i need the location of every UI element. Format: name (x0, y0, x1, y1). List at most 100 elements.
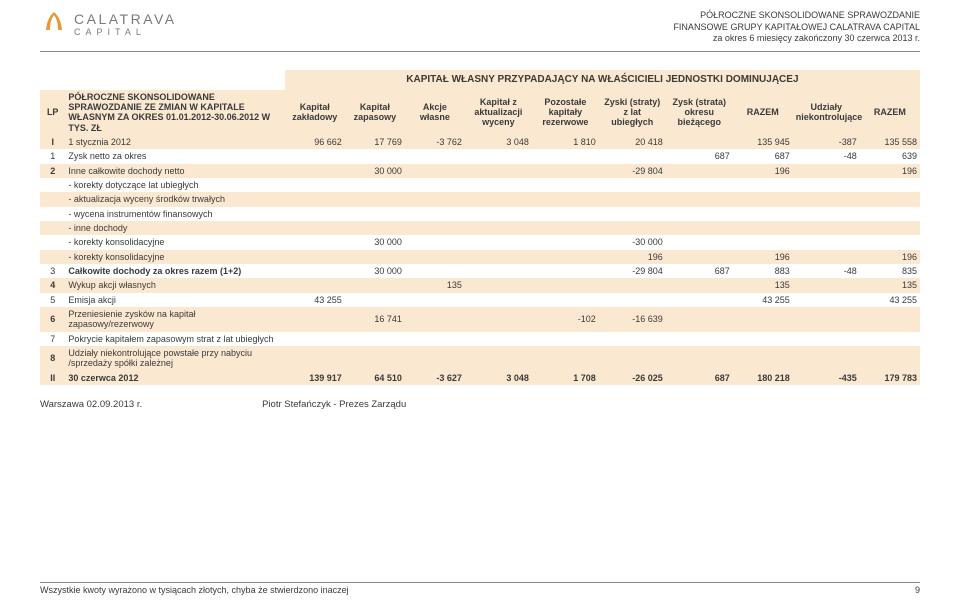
cell-c4 (465, 221, 532, 235)
cell-lp: 6 (40, 307, 65, 332)
cell-c8 (733, 178, 793, 192)
table-row: - aktualizacja wyceny środków trwałych (40, 192, 920, 206)
header-subtitle: PÓŁROCZNE SKONSOLIDOWANE SPRAWOZDANIE FI… (673, 10, 920, 45)
col-c9: Udziały niekontrolujące (793, 90, 860, 135)
table-row: - inne dochody (40, 221, 920, 235)
cell-c6: -26 025 (599, 371, 666, 385)
cell-c8 (733, 207, 793, 221)
cell-lp (40, 192, 65, 206)
cell-c4 (465, 178, 532, 192)
cell-c3 (405, 250, 465, 264)
cell-lp: I (40, 135, 65, 149)
logo-text-wrap: CALATRAVA CAPITAL (74, 11, 177, 37)
cell-c7 (666, 235, 733, 249)
cell-c10 (860, 346, 920, 371)
header-line-2: FINANSOWE GRUPY KAPITAŁOWEJ CALATRAVA CA… (673, 22, 920, 34)
cell-c4 (465, 293, 532, 307)
cell-c7: 687 (666, 371, 733, 385)
cell-c8: 135 945 (733, 135, 793, 149)
cell-c10 (860, 207, 920, 221)
cell-c1 (285, 307, 345, 332)
cell-c10 (860, 221, 920, 235)
col-c8: RAZEM (733, 90, 793, 135)
cell-c1 (285, 192, 345, 206)
cell-c4 (465, 250, 532, 264)
cell-c3 (405, 207, 465, 221)
cell-label: Wykup akcji własnych (65, 278, 284, 292)
page-number: 9 (915, 585, 920, 595)
cell-lp (40, 178, 65, 192)
cell-c2: 17 769 (345, 135, 405, 149)
cell-c6 (599, 178, 666, 192)
cell-c9 (793, 250, 860, 264)
cell-c10 (860, 307, 920, 332)
cell-lp: 8 (40, 346, 65, 371)
cell-label: Pokrycie kapitałem zapasowym strat z lat… (65, 332, 284, 346)
cell-c8 (733, 307, 793, 332)
cell-label: - wycena instrumentów finansowych (65, 207, 284, 221)
table-row: 8Udziały niekontrolujące powstałe przy n… (40, 346, 920, 371)
cell-c2 (345, 278, 405, 292)
cell-c3 (405, 332, 465, 346)
cell-label: - korekty dotyczące lat ubiegłych (65, 178, 284, 192)
cell-c2 (345, 332, 405, 346)
cell-c10 (860, 235, 920, 249)
cell-c8 (733, 346, 793, 371)
cell-c8 (733, 221, 793, 235)
cell-c5 (532, 164, 599, 178)
cell-lp: 4 (40, 278, 65, 292)
cell-label: Udziały niekontrolujące powstałe przy na… (65, 346, 284, 371)
cell-c8: 883 (733, 264, 793, 278)
cell-c9 (793, 221, 860, 235)
logo-icon (40, 10, 68, 38)
cell-c7 (666, 307, 733, 332)
cell-c8: 687 (733, 149, 793, 163)
cell-c9 (793, 178, 860, 192)
cell-c7 (666, 178, 733, 192)
cell-label: Przeniesienie zysków na kapitał zapasowy… (65, 307, 284, 332)
cell-lp: 3 (40, 264, 65, 278)
cell-c5 (532, 264, 599, 278)
cell-c7 (666, 192, 733, 206)
cell-c7 (666, 346, 733, 371)
cell-c3 (405, 235, 465, 249)
cell-c4: 3 048 (465, 371, 532, 385)
col-c2: Kapitał zapasowy (345, 90, 405, 135)
cell-c1 (285, 221, 345, 235)
cell-c6: 20 418 (599, 135, 666, 149)
cell-label: Zysk netto za okres (65, 149, 284, 163)
cell-lp: II (40, 371, 65, 385)
cell-c6: 196 (599, 250, 666, 264)
table-row: 7Pokrycie kapitałem zapasowym strat z la… (40, 332, 920, 346)
cell-c7 (666, 250, 733, 264)
cell-c5 (532, 207, 599, 221)
cell-c7: 687 (666, 264, 733, 278)
cell-c10 (860, 178, 920, 192)
cell-c2 (345, 250, 405, 264)
cell-label: - korekty konsolidacyjne (65, 250, 284, 264)
cell-c1 (285, 149, 345, 163)
cell-c5 (532, 235, 599, 249)
cell-label: 30 czerwca 2012 (65, 371, 284, 385)
cell-c1 (285, 207, 345, 221)
cell-c8 (733, 192, 793, 206)
cell-c6: -29 804 (599, 264, 666, 278)
title-row: KAPITAŁ WŁASNY PRZYPADAJĄCY NA WŁAŚCICIE… (40, 70, 920, 90)
cell-c3 (405, 221, 465, 235)
cell-c6 (599, 149, 666, 163)
table-row: II30 czerwca 2012139 91764 510-3 6273 04… (40, 371, 920, 385)
cell-c3 (405, 178, 465, 192)
cell-c5: 1 708 (532, 371, 599, 385)
cell-c2 (345, 149, 405, 163)
cell-c6: -30 000 (599, 235, 666, 249)
cell-c6 (599, 332, 666, 346)
cell-c6 (599, 207, 666, 221)
logo: CALATRAVA CAPITAL (40, 10, 177, 38)
cell-c4 (465, 164, 532, 178)
cell-c5 (532, 332, 599, 346)
cell-c1 (285, 164, 345, 178)
cell-c7: 687 (666, 149, 733, 163)
cell-c3: -3 762 (405, 135, 465, 149)
cell-c1 (285, 346, 345, 371)
cell-c8: 196 (733, 164, 793, 178)
